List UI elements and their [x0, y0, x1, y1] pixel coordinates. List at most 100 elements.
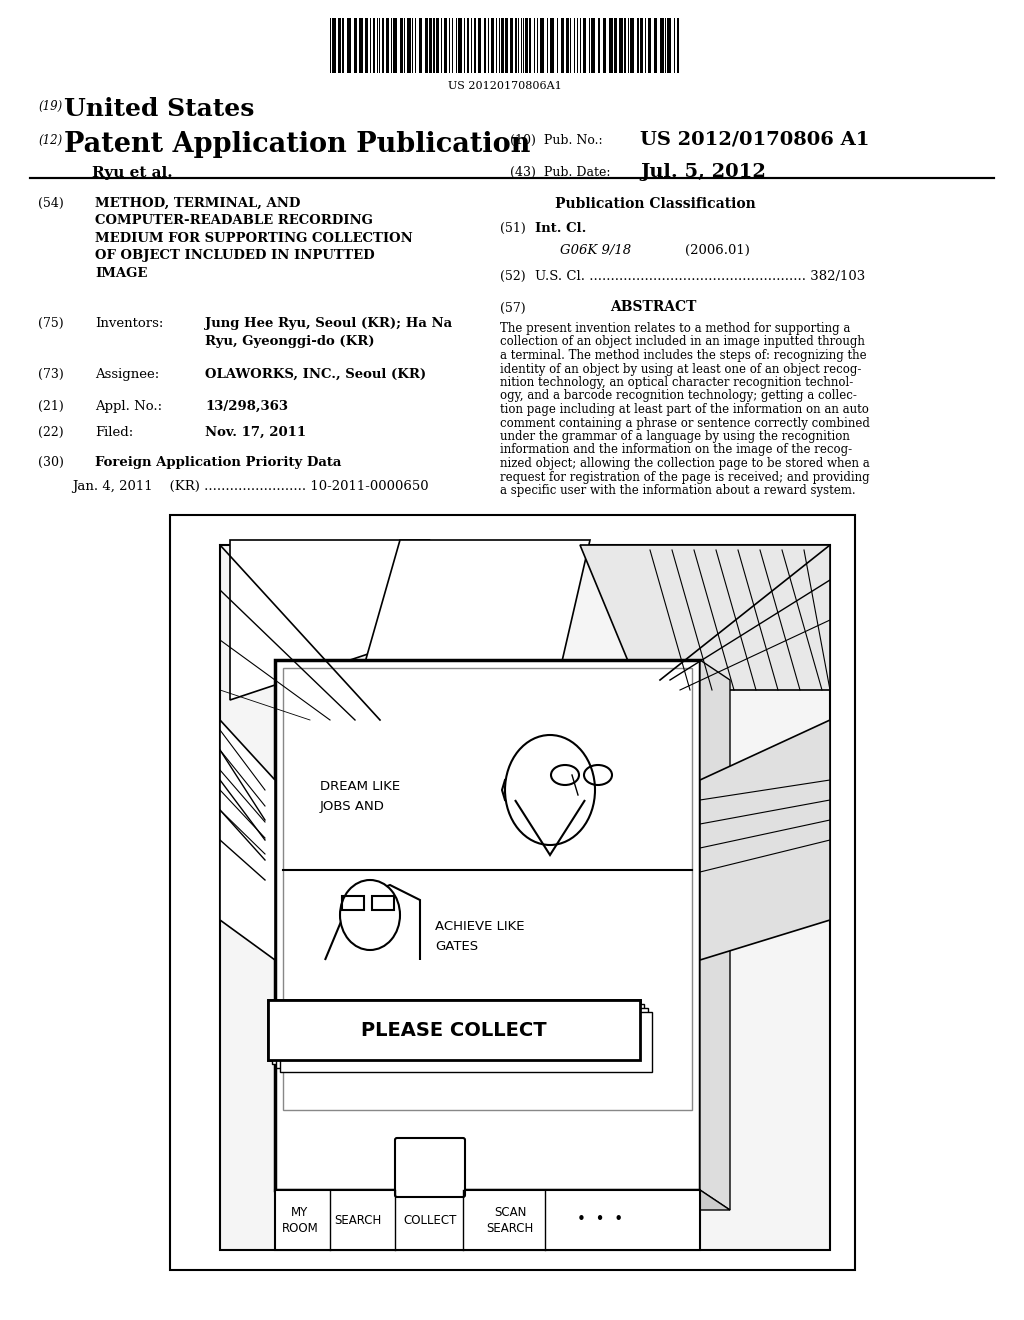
- Text: SCAN
SEARCH: SCAN SEARCH: [486, 1205, 534, 1234]
- Text: (52): (52): [500, 271, 525, 282]
- Bar: [382, 18, 384, 73]
- Bar: [510, 18, 513, 73]
- Bar: [624, 18, 626, 73]
- Bar: [272, 1005, 644, 1064]
- FancyBboxPatch shape: [395, 1138, 465, 1197]
- Text: Inventors:: Inventors:: [95, 317, 164, 330]
- Bar: [419, 18, 422, 73]
- Bar: [429, 18, 431, 73]
- Polygon shape: [220, 719, 275, 960]
- Bar: [280, 1012, 652, 1072]
- Text: (54): (54): [38, 197, 63, 210]
- Ellipse shape: [505, 735, 595, 845]
- Bar: [342, 896, 364, 909]
- Text: OLAWORKS, INC., Seoul (KR): OLAWORKS, INC., Seoul (KR): [205, 368, 426, 381]
- Text: (51): (51): [500, 222, 525, 235]
- Bar: [667, 18, 671, 73]
- Text: Filed:: Filed:: [95, 426, 133, 440]
- Text: comment containing a phrase or sentence correctly combined: comment containing a phrase or sentence …: [500, 417, 869, 429]
- Bar: [283, 668, 692, 1110]
- Bar: [473, 18, 476, 73]
- Bar: [677, 18, 679, 73]
- Bar: [390, 18, 392, 73]
- Text: (2006.01): (2006.01): [685, 244, 750, 257]
- Bar: [561, 18, 564, 73]
- Bar: [647, 18, 650, 73]
- Bar: [540, 18, 544, 73]
- Bar: [547, 18, 548, 73]
- Bar: [640, 18, 643, 73]
- Text: (73): (73): [38, 368, 63, 381]
- Polygon shape: [580, 545, 830, 690]
- Bar: [525, 18, 528, 73]
- Text: (43)  Pub. Date:: (43) Pub. Date:: [510, 166, 610, 180]
- Polygon shape: [700, 719, 830, 960]
- Text: (19): (19): [38, 100, 62, 114]
- Text: Nov. 17, 2011: Nov. 17, 2011: [205, 426, 306, 440]
- Bar: [275, 660, 700, 1191]
- Text: 13/298,363: 13/298,363: [205, 400, 288, 413]
- Bar: [444, 18, 447, 73]
- Bar: [220, 545, 830, 1250]
- Bar: [653, 18, 656, 73]
- Bar: [393, 18, 397, 73]
- Text: nized object; allowing the collection page to be stored when a: nized object; allowing the collection pa…: [500, 457, 869, 470]
- Text: The present invention relates to a method for supporting a: The present invention relates to a metho…: [500, 322, 850, 335]
- Text: PLEASE COLLECT: PLEASE COLLECT: [361, 1020, 547, 1040]
- Bar: [373, 18, 375, 73]
- Text: US 2012/0170806 A1: US 2012/0170806 A1: [640, 131, 869, 149]
- Bar: [490, 18, 494, 73]
- Bar: [372, 896, 394, 909]
- Bar: [436, 18, 438, 73]
- Bar: [608, 18, 612, 73]
- Text: DREAM LIKE: DREAM LIKE: [319, 780, 400, 793]
- Bar: [407, 18, 411, 73]
- Text: Publication Classification: Publication Classification: [555, 197, 756, 211]
- Text: Assignee:: Assignee:: [95, 368, 160, 381]
- Bar: [534, 18, 535, 73]
- Bar: [467, 18, 469, 73]
- Text: SEARCH: SEARCH: [335, 1213, 382, 1226]
- Bar: [550, 18, 554, 73]
- Bar: [618, 18, 623, 73]
- Text: MY
ROOM: MY ROOM: [282, 1205, 318, 1234]
- Bar: [514, 18, 517, 73]
- Bar: [566, 18, 568, 73]
- Bar: [464, 18, 465, 73]
- Bar: [365, 18, 368, 73]
- Text: nition technology, an optical character recognition technol-: nition technology, an optical character …: [500, 376, 853, 389]
- Bar: [522, 18, 524, 73]
- Bar: [358, 18, 362, 73]
- Bar: [400, 18, 402, 73]
- Bar: [425, 18, 428, 73]
- Bar: [591, 18, 595, 73]
- Bar: [537, 18, 538, 73]
- Text: identity of an object by using at least one of an object recog-: identity of an object by using at least …: [500, 363, 861, 375]
- Bar: [440, 18, 442, 73]
- Bar: [637, 18, 639, 73]
- Bar: [354, 18, 357, 73]
- Bar: [529, 18, 530, 73]
- Text: under the grammar of a language by using the recognition: under the grammar of a language by using…: [500, 430, 850, 444]
- Text: US 20120170806A1: US 20120170806A1: [449, 81, 562, 91]
- Bar: [275, 1191, 700, 1250]
- Text: Foreign Application Priority Data: Foreign Application Priority Data: [95, 455, 341, 469]
- Bar: [556, 18, 558, 73]
- Bar: [580, 18, 581, 73]
- Polygon shape: [700, 660, 730, 1210]
- Text: (22): (22): [38, 426, 63, 440]
- Ellipse shape: [340, 880, 400, 950]
- Bar: [573, 18, 575, 73]
- Bar: [268, 1001, 640, 1060]
- Bar: [501, 18, 504, 73]
- Bar: [477, 18, 480, 73]
- Bar: [602, 18, 605, 73]
- Text: Ryu et al.: Ryu et al.: [92, 166, 173, 180]
- Bar: [276, 1008, 648, 1068]
- Bar: [341, 18, 344, 73]
- Bar: [379, 18, 380, 73]
- Text: tion page including at least part of the information on an auto: tion page including at least part of the…: [500, 403, 869, 416]
- Bar: [659, 18, 664, 73]
- Text: United States: United States: [63, 96, 254, 121]
- Text: (57): (57): [500, 302, 525, 315]
